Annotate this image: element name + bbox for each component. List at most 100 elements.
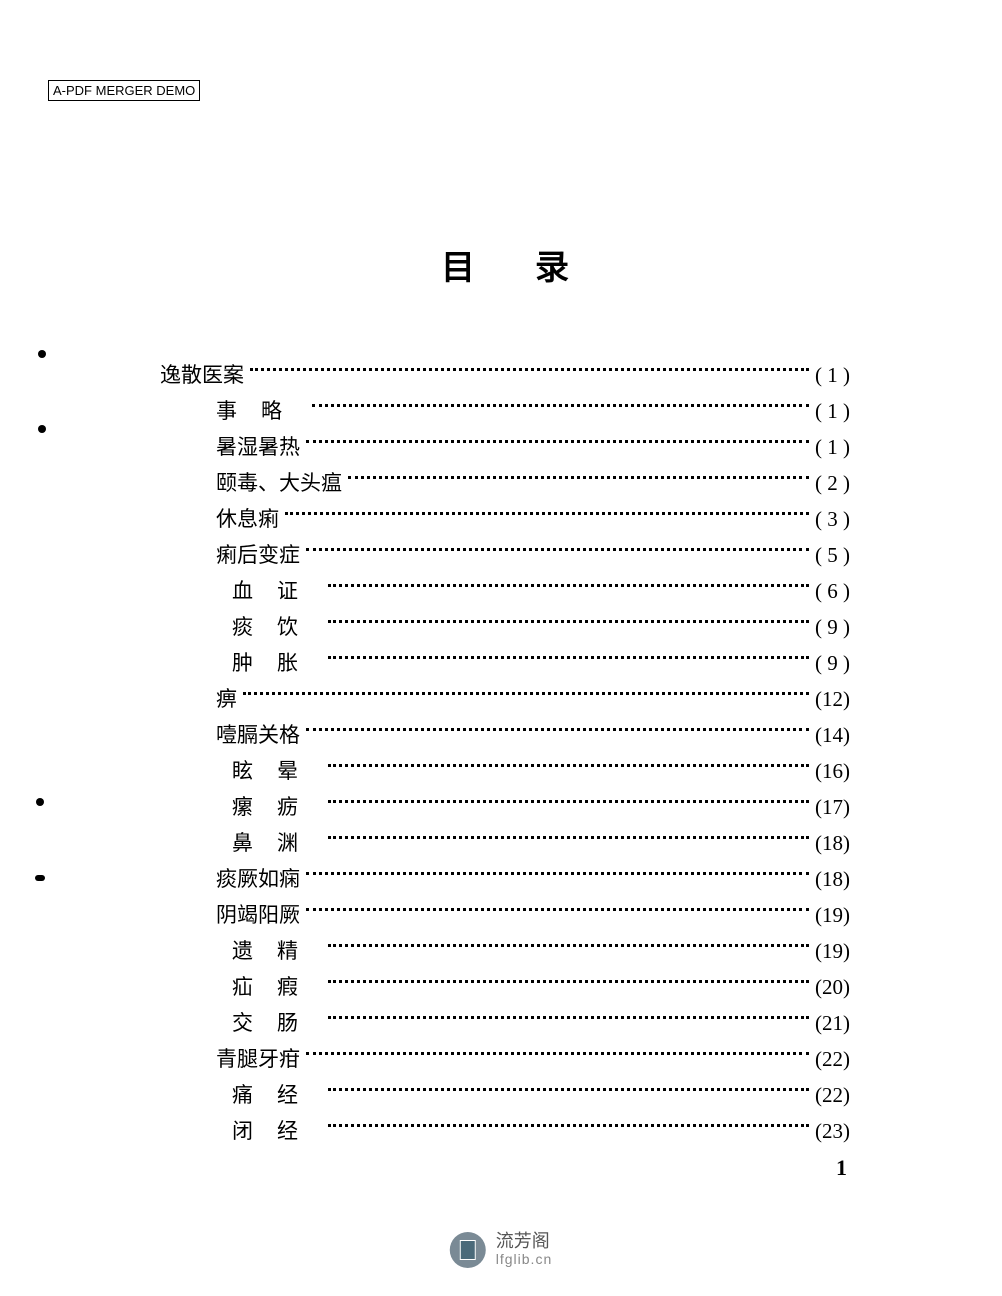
toc-entry-label: 痰饮 xyxy=(232,611,322,641)
toc-entry-page: (22) xyxy=(815,1083,850,1108)
toc-entry-page: (17) xyxy=(815,795,850,820)
toc-entry-label: 遗精 xyxy=(232,935,322,965)
toc-leader-dots xyxy=(328,800,809,803)
toc-entry-label: 颐毒、大头瘟 xyxy=(216,467,342,497)
toc-entry: 闭经 (23) xyxy=(160,1115,850,1142)
toc-entry-label: 痢后变症 xyxy=(216,539,300,569)
toc-entry: 阴竭阳厥 (19) xyxy=(160,899,850,926)
toc-leader-dots xyxy=(348,476,809,479)
toc-entry: 痰饮 ( 9 ) xyxy=(160,611,850,638)
toc-entry-page: ( 1 ) xyxy=(815,363,850,388)
toc-entry-label: 痛经 xyxy=(232,1079,322,1109)
toc-entry: 暑湿暑热 ( 1 ) xyxy=(160,431,850,458)
toc-list: 逸散医案 ( 1 ) 事略 ( 1 ) 暑湿暑热 ( 1 ) 颐毒、大头瘟( 2 ) 休息痢 (… xyxy=(160,359,850,1142)
toc-entry: 鼻渊 (18) xyxy=(160,827,850,854)
toc-entry-label: 事略 xyxy=(216,395,306,425)
toc-entry-page: (16) xyxy=(815,759,850,784)
logo-domain: lfglib.cn xyxy=(496,1252,552,1267)
toc-leader-dots xyxy=(243,692,809,695)
toc-entry: 痛经 (22) xyxy=(160,1079,850,1106)
toc-entry-label: 暑湿暑热 xyxy=(216,431,300,461)
toc-leader-dots xyxy=(306,1052,809,1055)
toc-leader-dots xyxy=(306,440,809,443)
toc-leader-dots xyxy=(328,620,809,623)
book-shape xyxy=(460,1240,476,1260)
scan-artifact xyxy=(36,798,44,806)
toc-leader-dots xyxy=(328,1124,809,1127)
toc-entry-page: (19) xyxy=(815,903,850,928)
watermark-label: A-PDF MERGER DEMO xyxy=(48,80,200,101)
book-logo-icon xyxy=(450,1232,486,1268)
toc-entry: 逸散医案 ( 1 ) xyxy=(160,359,850,386)
toc-entry-label: 噎膈关格 xyxy=(216,719,300,749)
toc-leader-dots xyxy=(250,368,809,371)
toc-entry-label: 逸散医案 xyxy=(160,359,244,389)
toc-leader-dots xyxy=(306,908,809,911)
scan-artifact xyxy=(38,350,46,358)
toc-entry-page: ( 9 ) xyxy=(815,615,850,640)
scan-artifact xyxy=(38,425,46,433)
toc-entry-page: (20) xyxy=(815,975,850,1000)
toc-entry-page: (22) xyxy=(815,1047,850,1072)
logo-text-group: 流芳阁 lfglib.cn xyxy=(496,1232,552,1267)
toc-entry-page: ( 1 ) xyxy=(815,435,850,460)
toc-leader-dots xyxy=(328,980,809,983)
toc-entry-page: ( 9 ) xyxy=(815,651,850,676)
toc-leader-dots xyxy=(306,872,809,875)
toc-entry-page: ( 3 ) xyxy=(815,507,850,532)
toc-entry-label: 瘰疬 xyxy=(232,791,322,821)
toc-leader-dots xyxy=(306,548,809,551)
footer-logo: 流芳阁 lfglib.cn xyxy=(450,1232,552,1268)
toc-entry: 痹 (12) xyxy=(160,683,850,710)
toc-leader-dots xyxy=(306,728,809,731)
toc-entry-label: 眩晕 xyxy=(232,755,322,785)
toc-entry-page: (14) xyxy=(815,723,850,748)
toc-entry-page: ( 5 ) xyxy=(815,543,850,568)
toc-entry: 颐毒、大头瘟( 2 ) xyxy=(160,467,850,494)
toc-entry-label: 疝瘕 xyxy=(232,971,322,1001)
toc-title: 目录 xyxy=(160,240,850,289)
toc-leader-dots xyxy=(328,836,809,839)
toc-entry: 青腿牙疳 (22) xyxy=(160,1043,850,1070)
toc-entry-label: 阴竭阳厥 xyxy=(216,899,300,929)
toc-leader-dots xyxy=(328,1016,809,1019)
toc-entry-label: 血证 xyxy=(232,575,322,605)
toc-leader-dots xyxy=(328,584,809,587)
toc-entry: 瘰疬 (17) xyxy=(160,791,850,818)
toc-entry: 血证 ( 6 ) xyxy=(160,575,850,602)
toc-entry-label: 痰厥如痫 xyxy=(216,863,300,893)
toc-entry: 休息痢 ( 3 ) xyxy=(160,503,850,530)
scan-artifact xyxy=(35,875,45,881)
toc-entry-label: 休息痢 xyxy=(216,503,279,533)
toc-entry-page: (23) xyxy=(815,1119,850,1144)
toc-entry-page: (18) xyxy=(815,831,850,856)
toc-entry: 遗精 (19) xyxy=(160,935,850,962)
toc-entry-label: 交肠 xyxy=(232,1007,322,1037)
toc-entry-label: 鼻渊 xyxy=(232,827,322,857)
toc-entry-page: (19) xyxy=(815,939,850,964)
page-content: 目录 逸散医案 ( 1 ) 事略 ( 1 ) 暑湿暑热 ( 1 ) 颐毒、大头瘟( 2 ) 休… xyxy=(160,240,850,1151)
toc-entry-label: 青腿牙疳 xyxy=(216,1043,300,1073)
toc-leader-dots xyxy=(312,404,809,407)
toc-entry-label: 闭经 xyxy=(232,1115,322,1145)
toc-entry: 噎膈关格 (14) xyxy=(160,719,850,746)
page-number: 1 xyxy=(836,1155,847,1181)
toc-leader-dots xyxy=(328,656,809,659)
toc-entry-label: 痹 xyxy=(216,683,237,713)
toc-entry-page: (21) xyxy=(815,1011,850,1036)
toc-entry-page: (12) xyxy=(815,687,850,712)
toc-entry: 疝瘕 (20) xyxy=(160,971,850,998)
toc-entry: 痰厥如痫 (18) xyxy=(160,863,850,890)
toc-entry: 肿胀 ( 9 ) xyxy=(160,647,850,674)
toc-entry-page: (18) xyxy=(815,867,850,892)
toc-leader-dots xyxy=(328,1088,809,1091)
toc-entry-page: ( 6 ) xyxy=(815,579,850,604)
toc-leader-dots xyxy=(328,944,809,947)
toc-entry: 痢后变症 ( 5 ) xyxy=(160,539,850,566)
toc-entry-page: ( 1 ) xyxy=(815,399,850,424)
toc-entry: 事略 ( 1 ) xyxy=(160,395,850,422)
toc-leader-dots xyxy=(285,512,809,515)
toc-entry: 交肠 (21) xyxy=(160,1007,850,1034)
toc-entry-label: 肿胀 xyxy=(232,647,322,677)
toc-leader-dots xyxy=(328,764,809,767)
